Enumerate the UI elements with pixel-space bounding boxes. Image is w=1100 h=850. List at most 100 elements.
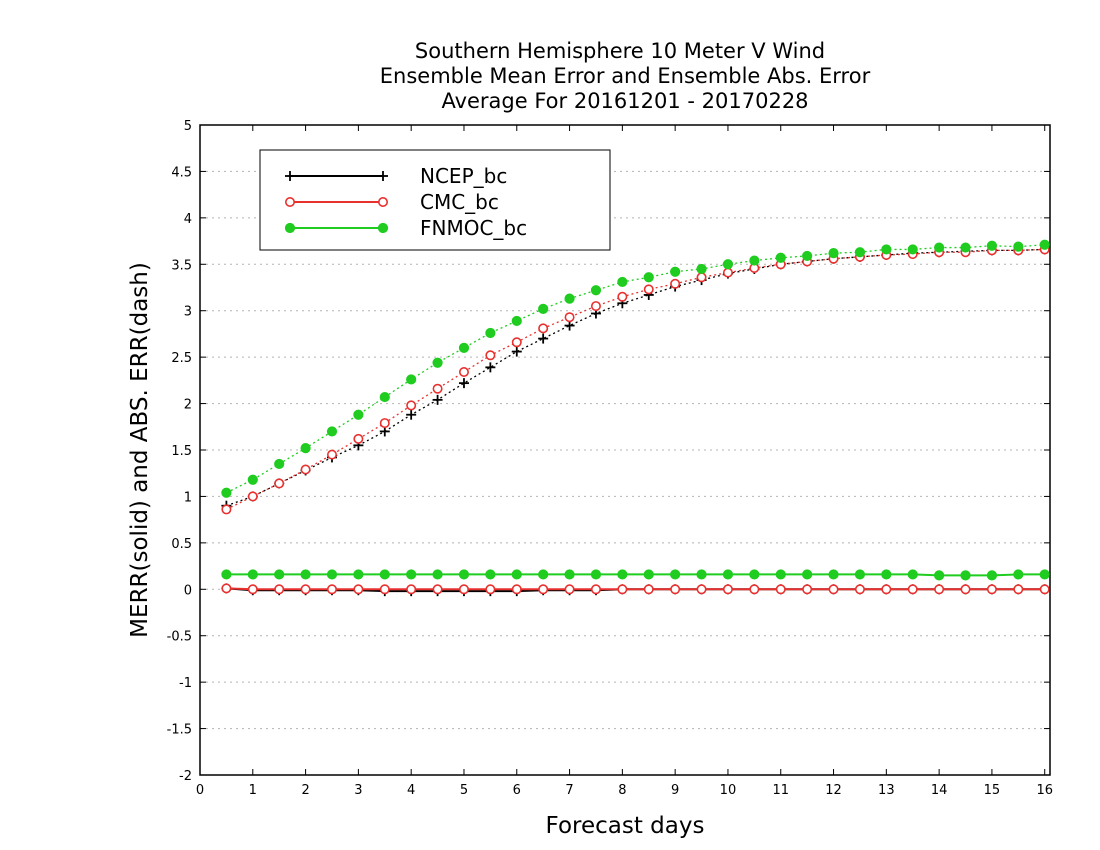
mean-error-point	[1013, 584, 1024, 595]
abs-error-point	[221, 504, 232, 515]
legend-marker-end	[378, 171, 388, 181]
mean-error-point	[643, 584, 654, 595]
x-tick-label: 8	[618, 783, 626, 798]
abs-error-point	[538, 333, 549, 344]
mean-error-point	[379, 569, 390, 580]
chart-title: Southern Hemisphere 10 Meter V Wind Ense…	[380, 39, 871, 113]
abs-error-point	[881, 244, 892, 255]
mean-error-point	[432, 569, 443, 580]
abs-error-point	[670, 266, 681, 277]
mean-error-point	[511, 569, 522, 580]
y-tick-label: 5	[184, 119, 192, 134]
x-tick-label: 1	[249, 783, 257, 798]
abs-error-point	[722, 259, 734, 270]
mean-error-point	[274, 584, 285, 595]
mean-error-point	[934, 584, 945, 595]
mean-error-point	[854, 569, 866, 580]
mean-error-point	[670, 569, 681, 580]
mean-error-point	[722, 584, 733, 595]
abs-error-point	[1039, 239, 1050, 250]
mean-error-point	[802, 569, 813, 580]
legend-marker-start	[284, 222, 296, 234]
mean-error-point	[696, 584, 707, 595]
y-tick-label: 2	[184, 398, 192, 413]
abs-error-point	[722, 267, 733, 278]
y-tick-label: -1.5	[167, 723, 192, 738]
mean-error-point	[326, 569, 338, 580]
mean-error-point	[749, 569, 760, 580]
x-tick-label: 7	[565, 783, 573, 798]
x-tick-label: 10	[720, 783, 737, 798]
abs-error-point	[432, 394, 443, 405]
mean-error-point	[854, 584, 865, 595]
abs-error-point	[458, 378, 469, 389]
abs-error-point	[643, 284, 654, 295]
x-tick-label: 9	[671, 783, 679, 798]
series-layer	[221, 239, 1050, 597]
mean-error-point	[986, 584, 997, 595]
y-tick-label: 1.5	[171, 444, 192, 459]
abs-error-point	[986, 240, 998, 251]
abs-error-point	[406, 374, 417, 385]
y-tick-label: -2	[179, 769, 192, 784]
mean-error-point	[696, 569, 707, 580]
abs-error-point	[485, 350, 496, 361]
mean-error-point	[564, 584, 575, 595]
mean-error-point	[485, 584, 496, 595]
y-tick-label: 4	[184, 212, 192, 227]
abs-error-line	[226, 248, 1045, 511]
x-tick-label: 5	[460, 783, 468, 798]
abs-error-point	[326, 449, 337, 460]
mean-error-point	[274, 569, 285, 580]
abs-error-point	[538, 303, 549, 314]
mean-error-line	[226, 587, 1045, 591]
mean-error-point	[300, 569, 311, 580]
legend-marker-start	[284, 197, 295, 208]
y-tick-label: 2.5	[171, 351, 192, 366]
abs-error-point	[670, 278, 681, 289]
mean-error-point	[221, 583, 232, 594]
abs-error-point	[775, 252, 786, 263]
abs-error-point	[485, 362, 496, 373]
mean-error-point	[300, 584, 311, 595]
mean-error-point	[986, 570, 998, 581]
mean-error-point	[881, 584, 892, 595]
y-tick-label: 3	[184, 305, 192, 320]
abs-error-point	[379, 391, 390, 403]
abs-error-point	[432, 357, 443, 368]
series-ncep-bc	[221, 244, 1050, 597]
mean-error-point	[511, 584, 522, 595]
mean-error-point	[458, 584, 469, 595]
legend-marker-end	[377, 197, 388, 208]
abs-error-point	[300, 464, 311, 475]
abs-error-point	[1013, 241, 1024, 252]
abs-error-point	[274, 478, 285, 489]
mean-error-point	[485, 569, 496, 580]
y-tick-label: -1	[179, 676, 192, 691]
abs-error-point	[907, 244, 918, 255]
legend-item: FNMOC_bc	[284, 216, 527, 240]
mean-error-line	[226, 573, 1045, 577]
mean-error-point	[907, 584, 918, 595]
legend-item: CMC_bc	[284, 190, 499, 214]
mean-error-point	[960, 584, 971, 595]
abs-error-point	[590, 285, 602, 296]
title-line-1: Southern Hemisphere 10 Meter V Wind	[415, 39, 825, 63]
y-tick-label: 1	[184, 490, 192, 505]
mean-error-point	[881, 569, 892, 580]
legend-marker-start	[285, 171, 295, 181]
series-fnmoc-bc	[221, 239, 1050, 581]
mean-error-point	[432, 584, 443, 595]
mean-error-point	[538, 584, 549, 595]
abs-error-point	[564, 320, 575, 331]
mean-error-point	[775, 569, 786, 580]
mean-error-point	[670, 584, 681, 595]
abs-error-point	[432, 383, 443, 394]
mean-error-point	[1039, 569, 1050, 580]
y-tick-label: 4.5	[171, 165, 192, 180]
abs-error-point	[353, 409, 364, 420]
abs-error-point	[300, 443, 311, 454]
mean-error-point	[907, 569, 918, 580]
abs-error-point	[538, 323, 549, 334]
